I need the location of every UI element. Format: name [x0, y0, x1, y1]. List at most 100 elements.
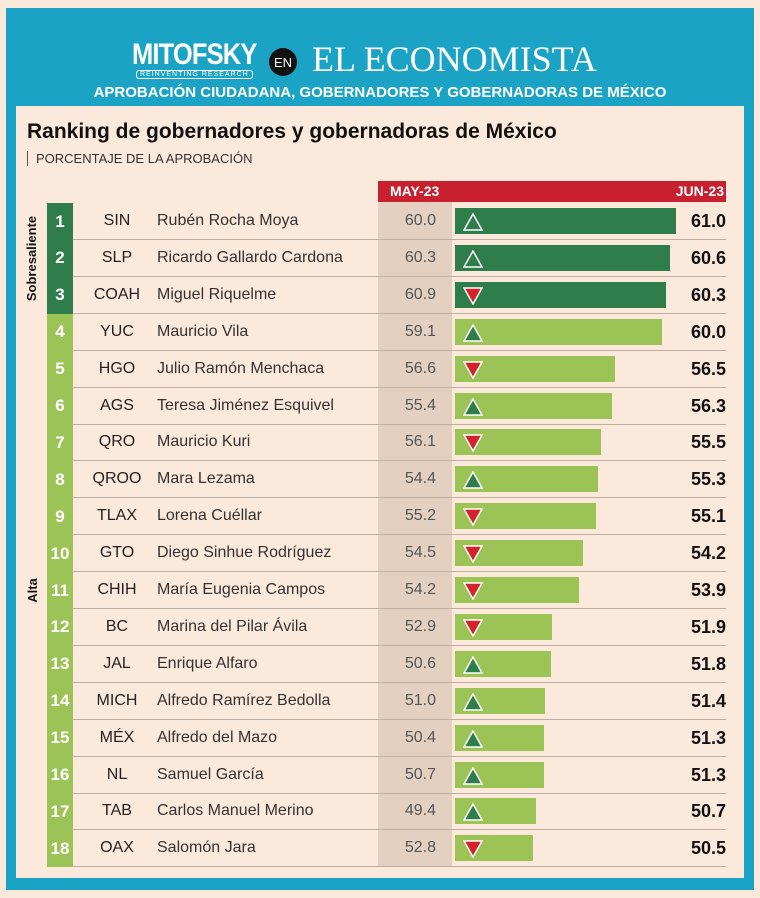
- may-value: 52.9: [404, 617, 436, 635]
- trend-down-icon: [463, 434, 483, 453]
- governor-name: María Eugenia Campos: [157, 581, 326, 598]
- column-header: MAY-23 JUN-23: [378, 181, 726, 202]
- en-badge: EN: [269, 48, 297, 76]
- table-row: 1 SIN Rubén Rocha Moya 60.0 61.0: [47, 203, 726, 240]
- trend-up-icon: [463, 397, 483, 416]
- may-value: 50.4: [404, 728, 436, 746]
- group-label-sobresaliente: Sobresaliente: [24, 215, 40, 301]
- may-value: 60.9: [404, 285, 436, 303]
- may-value: 50.7: [404, 765, 436, 783]
- governor-name: Miguel Riquelme: [157, 285, 277, 303]
- governor-name: Rubén Rocha Moya: [157, 212, 299, 229]
- jun-value: 56.3: [690, 395, 726, 416]
- table-row: 18 OAX Salomón Jara 52.8 50.5: [47, 830, 726, 868]
- trend-up-icon: [463, 803, 483, 822]
- may-value: 54.4: [404, 470, 436, 488]
- jun-value: 55.3: [690, 469, 726, 490]
- jun-value: 51.3: [690, 764, 726, 785]
- state-code: NL: [106, 765, 128, 783]
- table-row: 10 GTO Diego Sinhue Rodríguez 54.5 54.2: [47, 535, 726, 573]
- table-row: 6 AGS Teresa Jiménez Esquivel 55.4 56.3: [47, 387, 726, 425]
- header-subtitle: APROBACIÓN CIUDADANA, GOBERNADORES Y GOB…: [93, 84, 667, 101]
- table-row: 9 TLAX Lorena Cuéllar 55.2 55.1: [47, 498, 726, 536]
- table-row: 17 TAB Carlos Manuel Merino 49.4 50.7: [47, 793, 726, 831]
- jun-value: 60.3: [690, 284, 726, 305]
- may-value: 60.3: [404, 248, 436, 266]
- governor-name: Alfredo Ramírez Bedolla: [157, 691, 331, 709]
- state-code: QRO: [98, 433, 136, 451]
- state-code: AGS: [100, 396, 134, 414]
- jun-value: 60.0: [690, 321, 726, 342]
- table-row: 16 NL Samuel García 50.7 51.3: [47, 756, 726, 794]
- state-code: TLAX: [96, 507, 137, 525]
- logo-tagline: REINVENTING RESEARCH: [136, 70, 253, 79]
- governor-name: Lorena Cuéllar: [157, 507, 262, 525]
- trend-up-icon: [463, 766, 483, 785]
- state-code: OAX: [100, 839, 134, 857]
- may-value: 55.2: [404, 507, 436, 525]
- governor-name: Mara Lezama: [157, 470, 255, 488]
- jun-value: 50.5: [690, 838, 726, 859]
- trend-down-icon: [463, 840, 483, 859]
- state-code: BC: [105, 617, 129, 635]
- rank-badge: 8: [47, 461, 73, 499]
- may-value: 54.5: [404, 544, 436, 562]
- state-code: CHIH: [97, 581, 137, 598]
- rank-badge: 16: [47, 756, 73, 794]
- trend-down-icon: [463, 508, 483, 527]
- rank-badge: 11: [47, 572, 73, 609]
- table-row: 13 JAL Enrique Alfaro 50.6 51.8: [47, 645, 726, 683]
- trend-up-icon: [463, 213, 483, 231]
- trend-down-icon: [463, 287, 483, 305]
- trend-up-icon: [463, 323, 483, 342]
- state-code: COAH: [93, 285, 141, 303]
- rank-badge: 3: [47, 276, 73, 314]
- trend-up-icon: [463, 249, 483, 268]
- jun-bar: [455, 281, 667, 308]
- table-row: 8 QROO Mara Lezama 54.4 55.3: [47, 461, 726, 499]
- table-row: 2 SLP Ricardo Gallardo Cardona 60.3 60.6: [47, 239, 726, 277]
- trend-down-icon: [463, 360, 483, 379]
- state-code: SLP: [101, 248, 133, 266]
- table-row: 3 COAH Miguel Riquelme 60.9 60.3: [47, 276, 726, 314]
- trend-up-icon: [463, 729, 483, 748]
- state-code: QROO: [92, 470, 142, 488]
- governor-name: Ricardo Gallardo Cardona: [157, 248, 343, 266]
- state-code: HGO: [98, 359, 136, 377]
- rank-badge: 13: [47, 645, 73, 683]
- trend-up-icon: [463, 692, 483, 711]
- trend-down-icon: [463, 545, 483, 564]
- jun-value: 54.2: [690, 543, 726, 564]
- trend-up-icon: [463, 471, 483, 490]
- jun-value: 60.6: [690, 247, 726, 268]
- jun-value: 51.3: [690, 727, 726, 748]
- table-row: 14 MICH Alfredo Ramírez Bedolla 51.0 51.…: [47, 682, 726, 720]
- governor-name: Carlos Manuel Merino: [157, 802, 314, 820]
- may-column-shade: [378, 202, 452, 866]
- governor-name: Mauricio Kuri: [157, 433, 251, 451]
- group-label-alta: Alta: [24, 578, 40, 603]
- may-value: 56.1: [404, 433, 436, 451]
- governor-name: Alfredo del Mazo: [157, 728, 278, 746]
- state-code: MÉX: [99, 728, 135, 746]
- jun-value: 56.5: [690, 358, 726, 379]
- jun-bar: [455, 208, 676, 234]
- governor-name: Salomón Jara: [157, 839, 256, 857]
- rank-badge: 5: [47, 350, 73, 388]
- may-value: 56.6: [404, 359, 436, 377]
- trend-down-icon: [463, 582, 483, 600]
- rank-badge: 17: [47, 793, 73, 831]
- table-row: 12 BC Marina del Pilar Ávila 52.9 51.9: [47, 608, 726, 646]
- governor-name: Samuel García: [157, 765, 264, 783]
- jun-value: 51.4: [690, 690, 726, 711]
- jun-bar: [455, 244, 671, 271]
- rank-badge: 14: [47, 682, 73, 720]
- table-row: 11 CHIH María Eugenia Campos 54.2 53.9: [47, 572, 726, 609]
- may-value: 60.0: [404, 212, 436, 229]
- may-value: 49.4: [404, 802, 436, 820]
- table-row: 4 YUC Mauricio Vila 59.1 60.0: [47, 313, 726, 351]
- table-row: 15 MÉX Alfredo del Mazo 50.4 51.3: [47, 719, 726, 757]
- may-value: 59.1: [404, 322, 436, 340]
- chart-title: Ranking de gobernadores y gobernadoras d…: [27, 120, 557, 143]
- jun-bar: [455, 318, 663, 345]
